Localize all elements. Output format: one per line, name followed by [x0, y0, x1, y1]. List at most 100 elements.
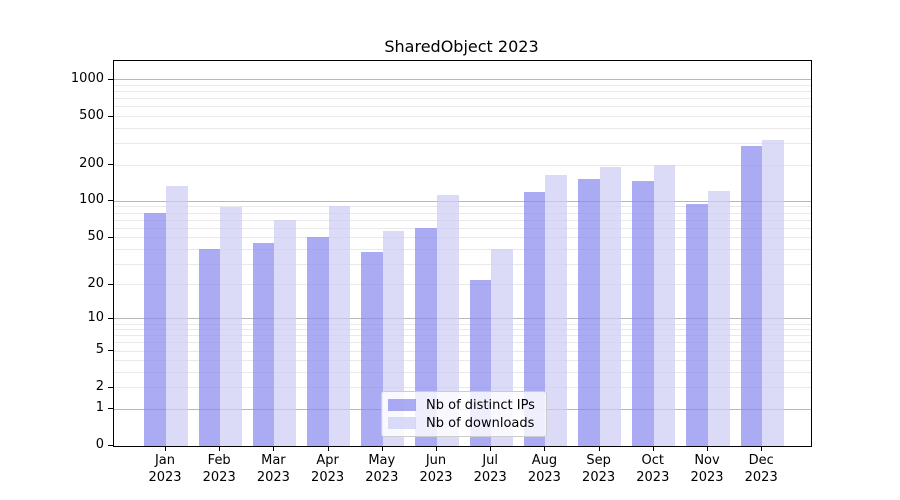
plot-area: Nb of distinct IPs Nb of downloads: [113, 60, 812, 447]
x-tick-year: 2023: [256, 470, 290, 485]
legend: Nb of distinct IPs Nb of downloads: [381, 391, 547, 437]
x-tick-year: 2023: [582, 470, 616, 485]
bar-distinct-ips-apr: [306, 236, 329, 446]
x-tick-label-jun: Jun 2023: [404, 452, 468, 486]
x-tick-year: 2023: [311, 470, 345, 485]
legend-row-downloads: Nb of downloads: [388, 415, 538, 431]
y-tick: [108, 350, 113, 352]
y-tick: [108, 408, 113, 410]
bar-distinct-ips-jan: [144, 213, 166, 446]
y-gridline-minor: [114, 227, 811, 229]
x-tick: [544, 446, 546, 451]
y-gridline-minor: [114, 98, 811, 100]
y-tick-label: 500: [79, 107, 104, 123]
x-tick-month: Mar: [261, 453, 286, 468]
y-gridline-major: [114, 318, 811, 320]
bar-downloads-aug: [545, 175, 568, 446]
bar-downloads-jun: [437, 195, 459, 446]
y-gridline-major: [114, 200, 811, 202]
x-tick-label-sep: Sep 2023: [567, 452, 631, 486]
y-gridline-minor: [114, 248, 811, 250]
x-tick-label-jul: Jul 2023: [458, 452, 522, 486]
x-tick-year: 2023: [473, 470, 507, 485]
legend-label-distinct-ips: Nb of distinct IPs: [426, 397, 535, 413]
bar-downloads-dec: [762, 140, 784, 446]
x-tick: [219, 446, 221, 451]
x-tick-year: 2023: [148, 470, 182, 485]
x-tick-month: Jun: [425, 453, 447, 468]
y-gridline-minor: [114, 284, 811, 286]
y-tick: [108, 164, 113, 165]
x-tick-month: May: [368, 453, 396, 468]
y-gridline-minor: [114, 91, 811, 93]
x-tick: [707, 446, 708, 451]
bar-downloads-feb: [220, 207, 242, 446]
y-tick-label: 10: [87, 309, 104, 325]
x-tick: [436, 446, 437, 451]
x-tick-month: Apr: [316, 453, 339, 468]
y-gridline-minor: [114, 85, 811, 87]
x-tick-label-may: May 2023: [350, 452, 414, 486]
bar-distinct-ips-dec: [740, 146, 763, 446]
legend-row-distinct-ips: Nb of distinct IPs: [388, 397, 538, 413]
y-gridline-major: [114, 79, 811, 81]
bar-distinct-ips-oct: [632, 180, 654, 446]
y-gridline-minor: [114, 323, 811, 325]
x-tick-year: 2023: [365, 470, 399, 485]
bar-distinct-ips-feb: [198, 249, 221, 446]
y-tick-label: 0: [95, 437, 104, 452]
x-tick-year: 2023: [419, 470, 453, 485]
bar-downloads-jan: [166, 185, 188, 446]
y-tick-label: 100: [79, 192, 104, 208]
bar-downloads-nov: [708, 191, 730, 446]
y-gridline-minor: [114, 360, 811, 362]
y-tick-label: 2: [95, 378, 104, 394]
bar-distinct-ips-nov: [686, 204, 708, 446]
x-tick-year: 2023: [690, 470, 724, 485]
x-tick-label-feb: Feb 2023: [187, 452, 251, 486]
y-tick: [108, 317, 113, 319]
bar-distinct-ips-may: [361, 251, 383, 446]
y-gridline-minor: [114, 206, 811, 208]
x-tick: [598, 446, 600, 451]
x-tick: [761, 446, 763, 451]
x-tick-month: Oct: [641, 453, 665, 468]
y-tick: [108, 445, 113, 446]
bar-downloads-mar: [274, 220, 297, 446]
y-tick-label: 50: [87, 228, 104, 244]
x-tick-month: Sep: [586, 453, 611, 468]
y-tick: [108, 386, 113, 388]
chart-title: SharedObject 2023: [384, 37, 539, 56]
y-gridline-minor: [114, 329, 811, 331]
x-tick-month: Dec: [748, 453, 774, 468]
x-tick-month: Aug: [531, 453, 558, 468]
x-tick-label-dec: Dec 2023: [729, 452, 793, 486]
bar-downloads-apr: [328, 206, 351, 446]
x-tick-month: Jul: [482, 453, 499, 468]
x-tick-year: 2023: [744, 470, 778, 485]
x-tick-month: Feb: [207, 453, 231, 468]
y-gridline-minor: [114, 237, 811, 239]
y-tick-label: 200: [79, 156, 104, 171]
y-gridline-minor: [114, 106, 811, 108]
x-tick-year: 2023: [636, 470, 670, 485]
bar-downloads-sep: [599, 167, 622, 446]
y-gridline-minor: [114, 350, 811, 352]
y-gridline-minor: [114, 116, 811, 118]
y-gridline-minor: [114, 127, 811, 129]
y-gridline-minor: [114, 387, 811, 389]
x-tick: [165, 446, 166, 451]
x-tick-label-mar: Mar 2023: [241, 452, 305, 486]
x-tick-month: Jan: [154, 453, 176, 468]
bar-distinct-ips-mar: [252, 243, 275, 446]
y-gridline-minor: [114, 212, 811, 214]
bar-distinct-ips-aug: [523, 191, 546, 446]
bar-downloads-oct: [653, 165, 676, 446]
x-tick-label-aug: Aug 2023: [512, 452, 576, 486]
legend-swatch-distinct-ips: [388, 399, 416, 411]
y-gridline-minor: [114, 164, 811, 166]
y-tick: [108, 115, 113, 117]
x-tick-label-apr: Apr 2023: [296, 452, 360, 486]
y-tick: [108, 283, 113, 285]
